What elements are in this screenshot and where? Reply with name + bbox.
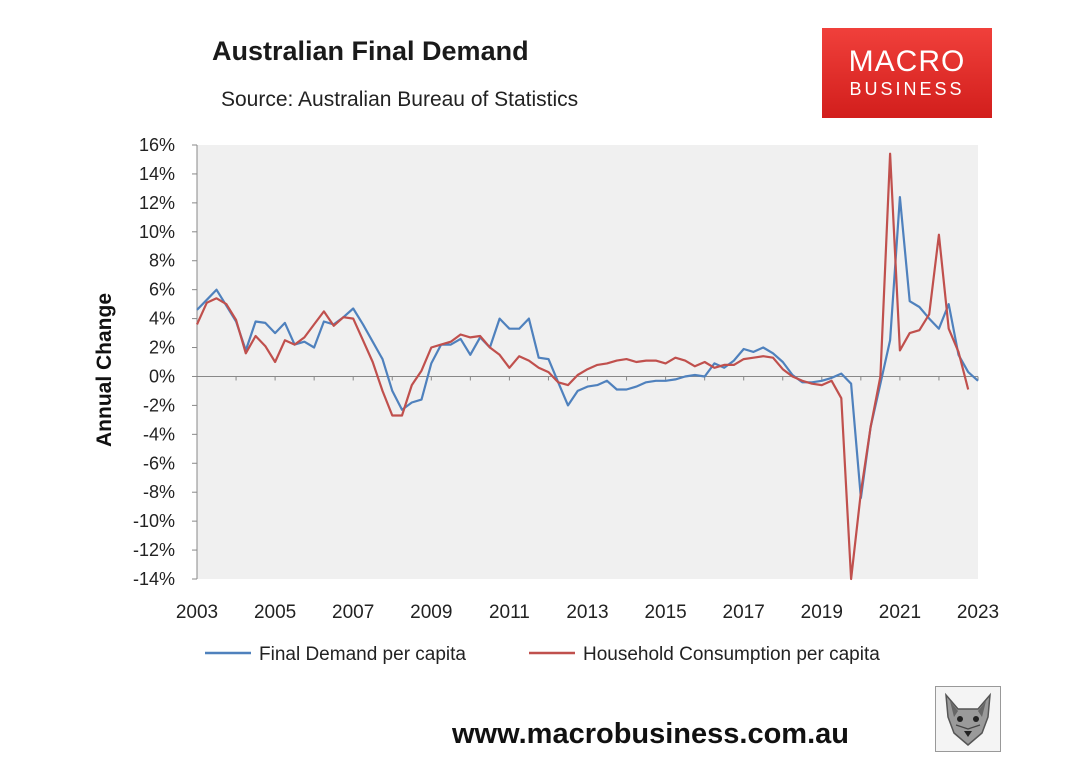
y-tick-label: -2% — [143, 395, 175, 415]
y-tick-label: 12% — [139, 193, 175, 213]
x-tick-label: 2013 — [566, 602, 608, 623]
y-tick-label: 4% — [149, 309, 175, 329]
macrobusiness-logo: MACRO BUSINESS — [822, 28, 992, 118]
y-axis-label: Annual Change — [93, 293, 116, 447]
x-tick-label: 2017 — [723, 602, 765, 623]
y-tick-label: 8% — [149, 251, 175, 271]
y-tick-label: 16% — [139, 135, 175, 155]
y-tick-label: 0% — [149, 366, 175, 386]
wolf-logo-icon — [935, 686, 1001, 752]
x-tick-label: 2015 — [644, 602, 686, 623]
x-tick-label: 2009 — [410, 602, 452, 623]
y-tick-label: -14% — [133, 569, 175, 589]
y-tick-label: -12% — [133, 540, 175, 560]
y-tick-label: 10% — [139, 222, 175, 242]
series-line-final-demand — [196, 196, 979, 500]
logo-line-2: BUSINESS — [849, 79, 965, 99]
y-tick-label: 14% — [139, 164, 175, 184]
x-tick-label: 2023 — [957, 602, 999, 623]
x-tick-label: 2007 — [332, 602, 374, 623]
y-tick-label: -10% — [133, 511, 175, 531]
legend-label: Final Demand per capita — [259, 644, 466, 665]
website-url: www.macrobusiness.com.au — [452, 718, 849, 750]
chart-title: Australian Final Demand — [212, 36, 529, 66]
plot-area — [197, 145, 978, 579]
logo-line-1: MACRO — [848, 45, 966, 78]
y-tick-label: 6% — [149, 280, 175, 300]
x-tick-label: 2021 — [879, 602, 921, 623]
legend-label: Household Consumption per capita — [583, 644, 880, 665]
x-tick-label: 2003 — [176, 602, 218, 623]
y-tick-label: 2% — [149, 338, 175, 358]
x-tick-label: 2005 — [254, 602, 296, 623]
y-tick-label: -6% — [143, 453, 175, 473]
chart-subtitle: Source: Australian Bureau of Statistics — [221, 88, 579, 111]
line-chart: 16% 14% 12% 10% 8% 6% 4% 2% 0% -2% -4% -6% -8% -10% -1… — [93, 135, 999, 665]
x-tick-label: 2011 — [489, 602, 530, 623]
series-line-household-consumption — [195, 152, 970, 581]
y-tick-label: -8% — [143, 482, 175, 502]
x-tick-label: 2019 — [801, 602, 843, 623]
y-tick-label: -4% — [143, 424, 175, 444]
